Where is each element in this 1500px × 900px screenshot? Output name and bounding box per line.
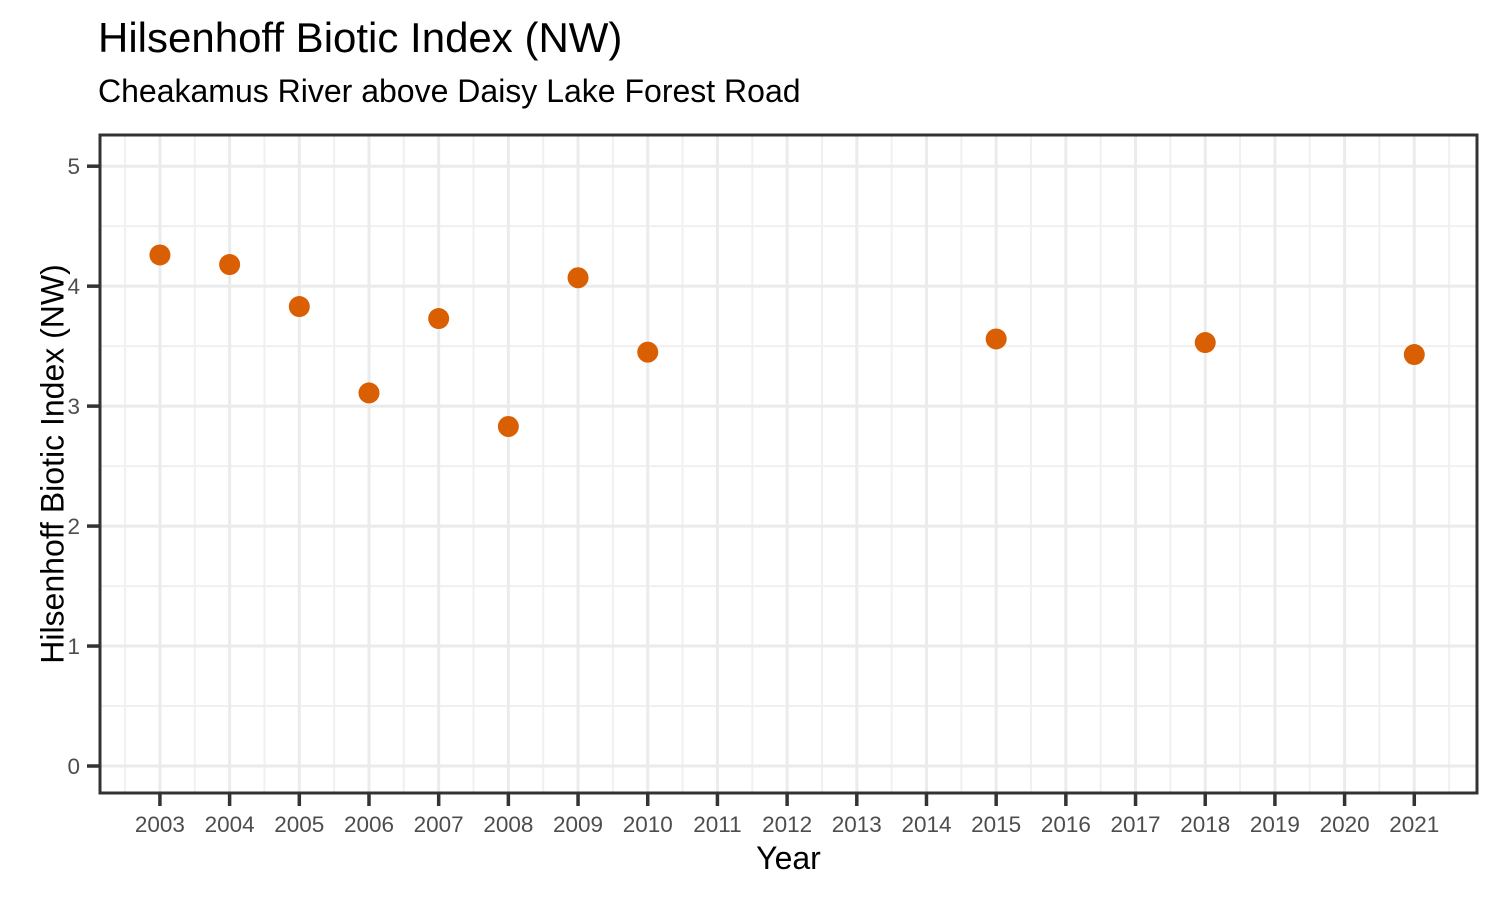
x-tick-label: 2008	[483, 812, 533, 837]
data-point	[497, 416, 519, 438]
x-tick-label: 2011	[693, 812, 741, 837]
y-axis-title: Hilsenhoff Biotic Index (NW)	[34, 264, 71, 664]
data-point	[428, 308, 450, 330]
x-tick-label: 2005	[274, 812, 324, 837]
x-tick-label: 2012	[762, 812, 812, 837]
y-tick-label: 3	[67, 394, 80, 419]
x-tick-label: 2014	[901, 812, 951, 837]
y-tick-label: 2	[67, 514, 80, 539]
y-tick-label: 4	[67, 274, 80, 299]
data-point	[567, 267, 589, 289]
chart-subtitle: Cheakamus River above Daisy Lake Forest …	[98, 73, 801, 109]
x-tick-label: 2018	[1180, 812, 1230, 837]
x-tick-label: 2003	[135, 812, 185, 837]
x-tick-label: 2021	[1389, 812, 1439, 837]
data-point	[358, 382, 380, 404]
x-tick-label: 2010	[623, 812, 673, 837]
x-tick-label: 2006	[344, 812, 394, 837]
data-point	[1403, 344, 1425, 366]
data-point	[1194, 332, 1216, 354]
y-tick-label: 5	[67, 154, 80, 179]
x-tick-label: 2013	[832, 812, 882, 837]
x-tick-label: 2016	[1041, 812, 1091, 837]
data-point	[985, 328, 1007, 350]
y-tick-label: 0	[67, 754, 80, 779]
x-tick-label: 2007	[414, 812, 464, 837]
x-axis-title: Year	[756, 840, 821, 876]
y-tick-label: 1	[67, 634, 80, 659]
data-point	[149, 244, 171, 266]
x-tick-label: 2017	[1111, 812, 1161, 837]
data-point	[219, 254, 241, 276]
x-tick-label: 2009	[553, 812, 603, 837]
data-point	[637, 341, 659, 363]
x-tick-label: 2015	[971, 812, 1021, 837]
x-tick-label: 2020	[1320, 812, 1370, 837]
x-tick-label: 2019	[1250, 812, 1300, 837]
x-tick-label: 2004	[205, 812, 255, 837]
chart-title: Hilsenhoff Biotic Index (NW)	[98, 14, 623, 61]
data-point	[288, 296, 310, 318]
